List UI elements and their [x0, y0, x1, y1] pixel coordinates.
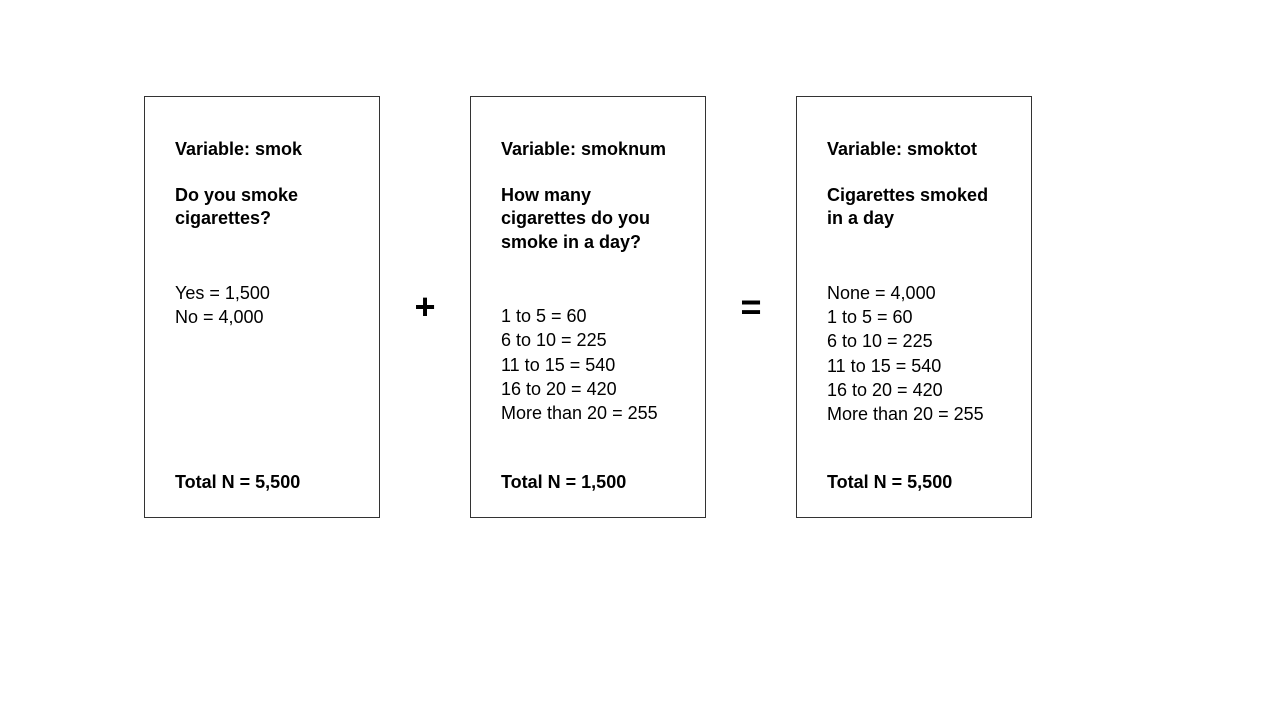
variable-question: Cigarettes smoked in a day — [827, 184, 1001, 231]
plus-operator: + — [380, 286, 470, 328]
value-line: 11 to 15 = 540 — [501, 353, 675, 377]
value-line: More than 20 = 255 — [501, 401, 675, 425]
variable-total: Total N = 1,500 — [501, 472, 675, 493]
value-line: 11 to 15 = 540 — [827, 354, 1001, 378]
variable-label: Variable: smoknum — [501, 139, 675, 160]
value-line: None = 4,000 — [827, 281, 1001, 305]
variable-question: Do you smoke cigarettes? — [175, 184, 349, 231]
value-line: No = 4,000 — [175, 305, 349, 329]
variable-values: None = 4,0001 to 5 = 606 to 10 = 22511 t… — [827, 281, 1001, 454]
variable-box-smok: Variable: smok Do you smoke cigarettes? … — [144, 96, 380, 518]
value-line: More than 20 = 255 — [827, 402, 1001, 426]
value-line: 1 to 5 = 60 — [827, 305, 1001, 329]
variable-total: Total N = 5,500 — [827, 472, 1001, 493]
variable-question: How many cigarettes do you smoke in a da… — [501, 184, 675, 254]
value-line: 16 to 20 = 420 — [827, 378, 1001, 402]
value-line: 1 to 5 = 60 — [501, 304, 675, 328]
value-line: Yes = 1,500 — [175, 281, 349, 305]
variable-box-smoknum: Variable: smoknum How many cigarettes do… — [470, 96, 706, 518]
variable-label: Variable: smok — [175, 139, 349, 160]
variable-values: 1 to 5 = 606 to 10 = 22511 to 15 = 54016… — [501, 304, 675, 454]
variable-total: Total N = 5,500 — [175, 472, 349, 493]
diagram-row: Variable: smok Do you smoke cigarettes? … — [144, 96, 1032, 518]
variable-values: Yes = 1,500No = 4,000 — [175, 281, 349, 454]
value-line: 6 to 10 = 225 — [827, 329, 1001, 353]
equals-operator: = — [706, 286, 796, 328]
value-line: 6 to 10 = 225 — [501, 328, 675, 352]
variable-label: Variable: smoktot — [827, 139, 1001, 160]
value-line: 16 to 20 = 420 — [501, 377, 675, 401]
variable-box-smoktot: Variable: smoktot Cigarettes smoked in a… — [796, 96, 1032, 518]
